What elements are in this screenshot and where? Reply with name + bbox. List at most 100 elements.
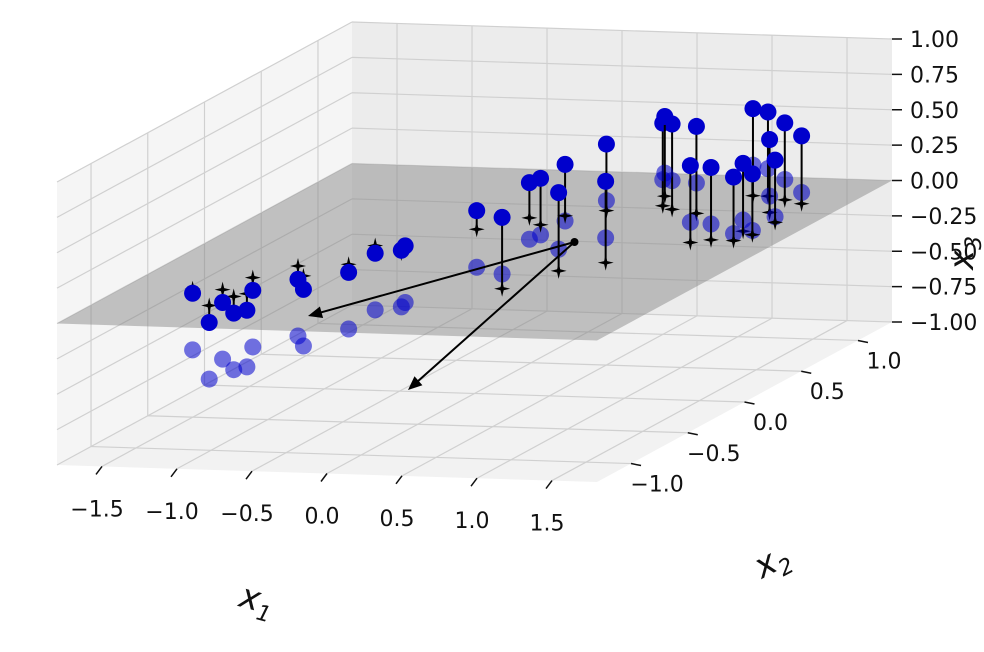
projected-point: [214, 281, 231, 298]
data-point: [766, 151, 784, 169]
projected-point: [688, 205, 705, 222]
y-tick-label: −1.0: [630, 473, 683, 498]
x-tick-mark: [395, 475, 403, 485]
data-point: [493, 208, 511, 226]
point-below-plane: [200, 370, 218, 388]
x2-axis-label: x2: [746, 536, 798, 592]
z-tick-label: 0.00: [910, 170, 959, 195]
projected-point: [776, 191, 793, 208]
data-point: [556, 155, 574, 173]
projected-point: [744, 226, 761, 243]
z-tick-label: −1.00: [910, 311, 977, 336]
x-tick-label: 0.0: [305, 505, 340, 530]
grid-line-z-back: [351, 269, 893, 288]
projected-point: [557, 207, 574, 224]
y-tick-label: 1.0: [866, 349, 901, 374]
x-tick-label: 1.0: [455, 509, 490, 534]
data-point: [238, 301, 256, 319]
grid-lines: [56, 21, 893, 482]
data-point: [225, 304, 243, 322]
data-point: [656, 107, 674, 125]
data-point: [550, 184, 568, 202]
y-tick-mark: [630, 462, 642, 467]
x3-axis-label: x3: [942, 236, 984, 271]
data-point: [214, 294, 232, 312]
grid-line-z-side: [56, 198, 353, 360]
point-below-plane: [238, 358, 256, 376]
x1-axis-label: x1: [233, 576, 279, 629]
projected-point: [703, 231, 719, 248]
grid-line-y-floor: [147, 415, 688, 434]
grid-line-y-floor: [204, 384, 745, 403]
grid-line-z-back: [351, 198, 893, 217]
grid-line-z-back: [351, 233, 893, 252]
tick-labels: −1.5 −1.0 −0.5 0.0 0.5 1.0 1.5−1.0−0.50.00.51.…: [70, 28, 977, 537]
grid-line-y-floor: [91, 445, 632, 465]
z-tick-label: 0.75: [910, 63, 959, 88]
projected-point: [767, 214, 784, 231]
grid-line-y-floor: [261, 353, 802, 372]
data-point: [687, 117, 705, 135]
point-below-plane: [184, 341, 202, 359]
grid-line-z-back: [351, 304, 893, 323]
grid-line-z-side: [56, 233, 353, 395]
projected-point: [244, 269, 261, 286]
data-point: [366, 244, 384, 262]
data-marks: [184, 100, 811, 390]
data-point: [200, 313, 218, 331]
projected-point: [682, 234, 699, 251]
principal-axis-2: [416, 241, 576, 383]
point-below-plane: [396, 294, 414, 312]
x-tick-mark: [170, 468, 178, 478]
grid-line-z-back: [351, 56, 893, 75]
point-below-plane: [532, 226, 550, 244]
x-tick-label: 0.5: [380, 507, 415, 532]
principal-axis-arrowhead: [308, 306, 324, 318]
point-below-plane: [366, 301, 384, 319]
x-tick-mark: [470, 477, 478, 487]
z-tick-label: 0.25: [910, 134, 959, 159]
data-point: [725, 168, 743, 186]
grid-line-z-side: [56, 21, 353, 183]
x-tick-label: 1.5: [530, 512, 565, 537]
data-point: [743, 165, 761, 183]
point-below-plane: [468, 258, 486, 276]
data-point: [597, 172, 615, 190]
data-point: [244, 281, 262, 299]
projected-point: [290, 258, 306, 274]
x-tick-label: −0.5: [220, 502, 273, 527]
z-tick-label: −0.75: [910, 276, 977, 301]
point-below-plane: [214, 350, 232, 368]
point-below-plane: [225, 361, 243, 379]
data-point: [597, 135, 615, 153]
projected-point: [725, 232, 742, 249]
data-point: [761, 131, 779, 149]
grid-line-z-side: [56, 162, 353, 325]
grid-line-z-back: [351, 21, 893, 40]
y-tick-label: −0.5: [687, 442, 740, 467]
projection-plane-surface: [57, 163, 892, 341]
projected-point: [532, 216, 549, 233]
projected-point: [735, 223, 752, 240]
grid-line-y-floor: [317, 322, 858, 342]
projected-point: [654, 197, 671, 214]
projected-point: [468, 221, 485, 238]
y-tick-label: 0.5: [810, 380, 845, 405]
grid-line-z-side: [56, 56, 353, 218]
projected-point: [597, 254, 614, 271]
projected-point: [793, 195, 810, 212]
projected-point: [225, 288, 242, 305]
z-tick-label: −0.25: [910, 205, 977, 230]
data-point: [289, 270, 307, 288]
z-tick-label: 0.50: [910, 99, 959, 124]
z-tick-label: −0.50: [910, 240, 977, 265]
x-tick-mark: [245, 470, 253, 480]
x-tick-label: −1.5: [70, 497, 123, 522]
projected-point: [494, 280, 511, 297]
point-below-plane: [289, 327, 307, 345]
point-below-plane: [244, 338, 262, 356]
x-tick-label: −1.0: [145, 500, 198, 525]
projected-point: [664, 201, 681, 218]
projected-point: [521, 209, 538, 226]
